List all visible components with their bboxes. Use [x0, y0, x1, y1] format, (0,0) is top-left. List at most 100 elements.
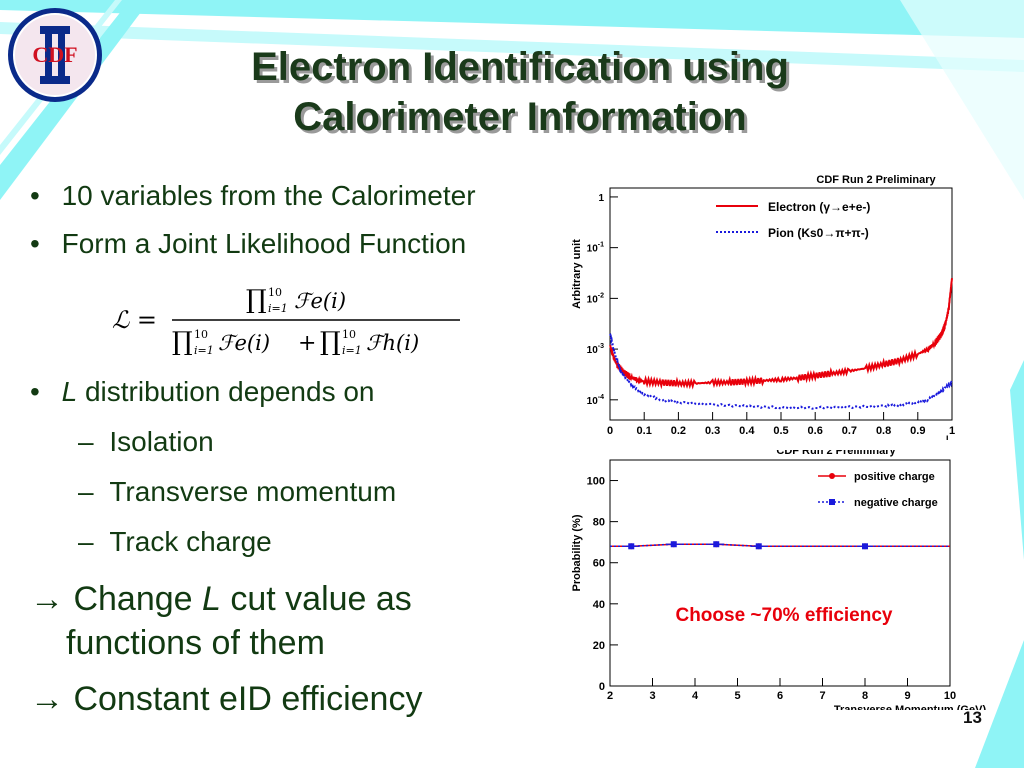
- y-tick-label: 1: [598, 193, 604, 204]
- subbullet-isolation: – Isolation: [78, 426, 214, 458]
- slide-title: Electron Identification using Calorimete…: [150, 42, 890, 142]
- series-line-electron: [609, 278, 953, 390]
- x-tick-label: 0.4: [739, 425, 755, 437]
- legend-label: Electron (γ→e+e-): [768, 200, 870, 214]
- x-tick-label: 0.9: [910, 425, 925, 437]
- likelihood-distribution-plot: CDF Run 2 Preliminary 0 0.1 0.2 0.3 0.4 0.5 0.6…: [571, 174, 955, 440]
- x-tick-label: 0.1: [637, 425, 652, 437]
- efficiency-annotation: Choose ~70% efficiency: [675, 605, 892, 626]
- bullet-distribution-italic: L: [61, 376, 78, 407]
- x-tick-label: 9: [904, 690, 910, 702]
- data-point-negative: [713, 541, 720, 548]
- denominator-plus: +: [298, 331, 316, 356]
- svg-text:10: 10: [194, 328, 208, 341]
- y-tick-label: 10-1: [587, 242, 604, 255]
- title-line-1: Electron Identification using: [251, 45, 789, 89]
- denominator-term-2: ℱh(i): [366, 331, 419, 355]
- plot-title: CDF Run 2 Preliminary: [816, 174, 936, 186]
- x-tick-label: 8: [862, 690, 868, 702]
- bullet-glyph: •: [30, 180, 40, 211]
- plot-title: CDF Run 2 Preliminary: [776, 450, 896, 457]
- dash-glyph: –: [78, 426, 94, 457]
- x-tick-label: 0: [607, 425, 613, 437]
- y-axis-label: Probability (%): [571, 514, 583, 591]
- data-point-negative: [628, 543, 635, 550]
- subbullet-momentum: – Transverse momentum: [78, 476, 396, 508]
- subbullet-isolation-text: Isolation: [109, 426, 214, 457]
- svg-text:i=1: i=1: [342, 344, 362, 357]
- y-tick-label: 20: [593, 640, 605, 652]
- y-tick-label: 10-4: [587, 394, 604, 407]
- x-axis-label: Transverse Momentum (GeV): [834, 704, 987, 710]
- y-tick-label: 80: [593, 517, 605, 529]
- arrow-icon: →: [30, 580, 64, 618]
- bullet-glyph: •: [30, 376, 40, 407]
- arrow-point-cut-line2: functions of them: [66, 624, 325, 662]
- likelihood-formula: ℒ = ∏ 10 i=1 ℱe(i) ∏ 10 i=1 ℱe(i) + ∏ 10…: [112, 285, 460, 357]
- arrow-point-cut-pre: Change: [64, 580, 202, 618]
- legend-label: positive charge: [854, 471, 935, 483]
- x-tick-label: 0.6: [808, 425, 823, 437]
- cdf-logo: CDF: [8, 8, 102, 102]
- y-axis-label: Arbitrary unit: [571, 239, 583, 309]
- y-tick-label: 60: [593, 558, 605, 570]
- numerator-term: ℱe(i): [294, 289, 346, 313]
- bullet-likelihood: • Form a Joint Likelihood Function: [30, 228, 466, 260]
- x-tick-label: 0.7: [842, 425, 857, 437]
- svg-text:i=1: i=1: [268, 302, 288, 315]
- bullet-likelihood-text: Form a Joint Likelihood Function: [61, 228, 467, 259]
- y-tick-label: 10-3: [587, 343, 604, 356]
- arrow-icon: →: [30, 680, 64, 718]
- dash-glyph: –: [78, 476, 94, 507]
- svg-text:∏: ∏: [320, 327, 341, 357]
- data-point-negative: [670, 541, 677, 548]
- svg-text:10: 10: [342, 328, 356, 341]
- y-tick-label: 40: [593, 599, 605, 611]
- x-tick-label: 6: [777, 690, 783, 702]
- efficiency-plot: CDF Run 2 Preliminary 2 3 4 5 6 7 8 9 10 Transvers…: [571, 450, 987, 710]
- x-tick-label: 5: [734, 690, 740, 702]
- x-axis-label: L: [946, 434, 952, 440]
- x-tick-label: 0.5: [773, 425, 788, 437]
- y-tick-label: 100: [587, 476, 605, 488]
- legend-label: Pion (Ks0→π+π-): [768, 226, 869, 240]
- x-tick-label: 2: [607, 690, 613, 702]
- svg-text:10: 10: [268, 286, 282, 299]
- svg-text:i=1: i=1: [194, 344, 214, 357]
- x-tick-label: 0.2: [671, 425, 686, 437]
- bullet-variables-text: 10 variables from the Calorimeter: [61, 180, 476, 211]
- arrow-point-cut-post: cut value as: [220, 580, 412, 618]
- dash-glyph: –: [78, 526, 94, 557]
- arrow-point-efficiency: → Constant eID efficiency: [30, 680, 422, 719]
- formula-lhs: ℒ =: [112, 306, 157, 334]
- arrow-point-efficiency-text: Constant eID efficiency: [64, 680, 423, 718]
- plot-frame: [609, 459, 951, 687]
- page-number: 13: [963, 708, 982, 727]
- subbullet-charge-text: Track charge: [109, 526, 272, 557]
- y-tick-label: 10-2: [587, 292, 604, 305]
- series-line-pion: [609, 333, 953, 410]
- denominator-term-1: ℱe(i): [218, 331, 270, 355]
- arrow-point-cut-italic: L: [202, 580, 221, 618]
- subbullet-momentum-text: Transverse momentum: [109, 476, 397, 507]
- data-point-negative: [755, 543, 762, 550]
- x-tick-label: 3: [649, 690, 655, 702]
- x-tick-label: 1: [949, 425, 955, 437]
- x-tick-label: 10: [944, 690, 956, 702]
- logo-text: CDF: [32, 42, 77, 67]
- title-line-2: Calorimeter Information: [293, 95, 747, 139]
- bullet-distribution: • L distribution depends on: [30, 376, 375, 408]
- x-tick-label: 0.8: [876, 425, 891, 437]
- svg-text:∏: ∏: [172, 327, 193, 357]
- legend-marker: [829, 473, 835, 479]
- bullet-variables: • 10 variables from the Calorimeter: [30, 180, 476, 212]
- legend-label: negative charge: [854, 497, 938, 509]
- legend-marker: [829, 499, 835, 505]
- arrow-point-cut: → Change L cut value as functions of the…: [30, 577, 560, 665]
- y-tick-label: 0: [599, 681, 605, 693]
- x-tick-label: 0.3: [705, 425, 720, 437]
- numerator-product: ∏: [246, 285, 267, 315]
- subbullet-charge: – Track charge: [78, 526, 272, 558]
- x-tick-label: 7: [819, 690, 825, 702]
